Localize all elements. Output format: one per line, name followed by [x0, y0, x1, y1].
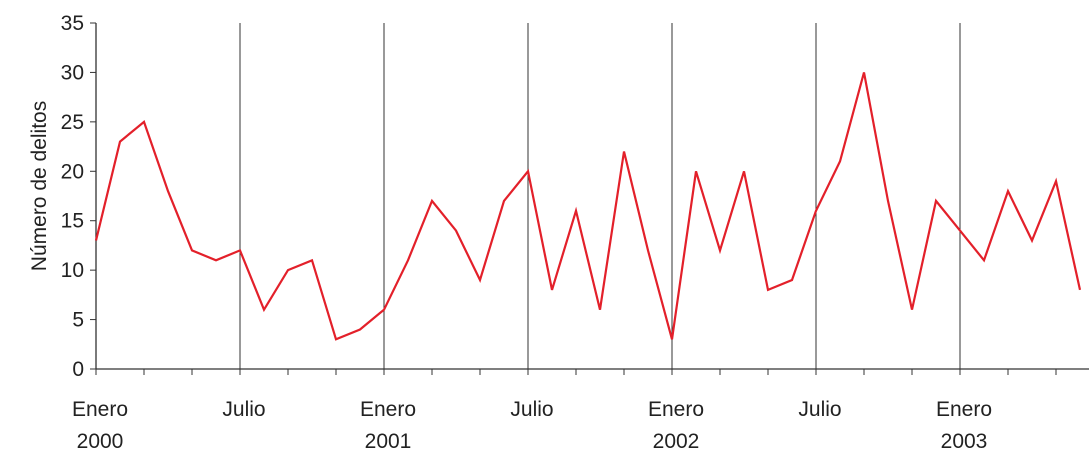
y-tick-label: 0 — [72, 358, 84, 381]
y-tick-label: 25 — [61, 111, 84, 134]
x-tick-label: Julio — [798, 398, 841, 421]
x-tick-label: Julio — [510, 398, 553, 421]
x-tick-label-year: 2003 — [941, 430, 988, 451]
y-tick-label: 35 — [61, 12, 84, 35]
x-tick-label: Enero — [648, 398, 704, 421]
x-tick-label: Julio — [222, 398, 265, 421]
x-tick-label: Enero — [936, 398, 992, 421]
label-layer: 0 5 10 15 20 25 30 35 Enero 2000 Julio Enero 2001 Jul… — [61, 12, 992, 451]
grid-layer — [239, 23, 961, 369]
series-layer — [94, 72, 1082, 341]
y-tick-label: 20 — [61, 160, 84, 183]
y-tick-label: 15 — [61, 210, 84, 233]
x-tick-label-year: 2002 — [653, 430, 700, 451]
y-tick-label: 5 — [72, 309, 84, 332]
axis-layer — [90, 22, 1089, 375]
x-tick-label-year: 2000 — [77, 430, 124, 451]
series-line-1 — [94, 72, 1082, 341]
x-tick-label-year: 2001 — [365, 430, 412, 451]
y-tick-label: 10 — [61, 259, 84, 282]
y-tick-label: 30 — [61, 61, 84, 84]
x-tick-label: Enero — [360, 398, 416, 421]
y-axis-title: Número de delitos — [28, 101, 51, 271]
x-tick-label: Enero — [72, 398, 128, 421]
